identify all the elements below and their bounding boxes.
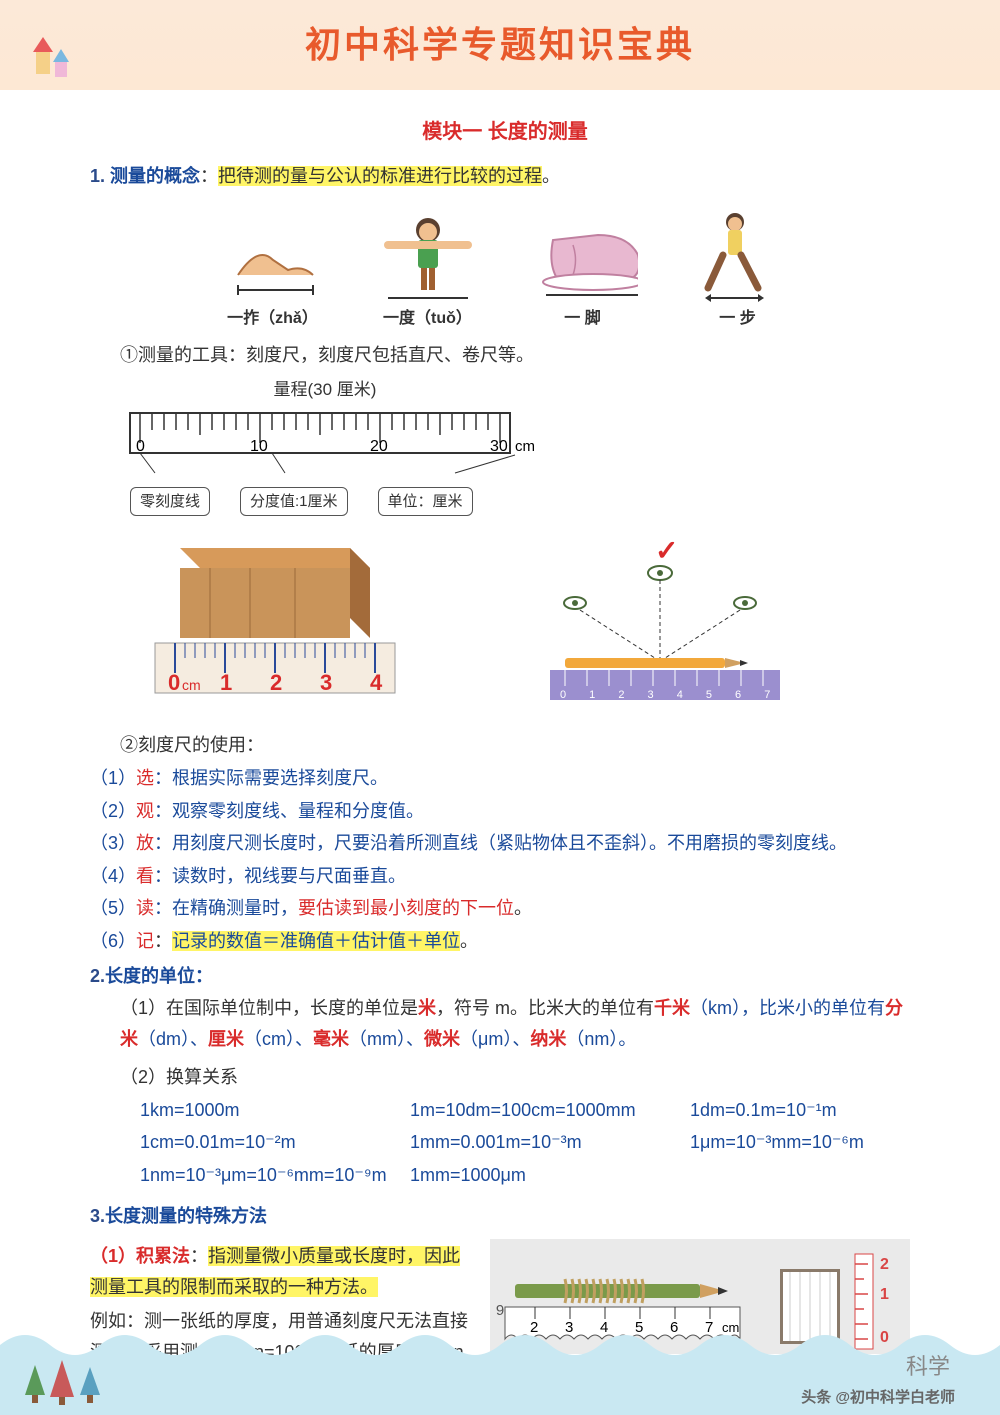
page-title: 初中科学专题知识宝典 [305,14,695,75]
s2-p1: （1）在国际单位制中，长度的单位是米，符号 m。比米大的单位有千米（km），比米… [90,993,920,1054]
svg-text:cm: cm [182,677,201,693]
unit-zha: 一拃（zhǎ） [218,210,328,332]
svg-text:20: 20 [370,438,388,455]
tool-line: ①测量的工具：刻度尺，刻度尺包括直尺、卷尺等。 [90,340,920,371]
s1-num: 1. [90,166,105,186]
content-area: 模块一 长度的测量 1. 测量的概念：把待测的量与公认的标准进行比较的过程。 一… [0,90,1000,1400]
watermark-author: 头条 @初中科学白老师 [801,1385,955,1411]
svg-text:✓: ✓ [655,538,678,566]
body-units-row: 一拃（zhǎ） 一度（tuǒ） 一 脚 一 步 [90,210,920,332]
eye-reading-icon: ✓ 0 1 2 3 4 5 6 7 8 9 [520,538,800,708]
usage-1: （1）选：根据实际需要选择刻度尺。 [90,763,920,794]
unit-bu: 一 步 [683,210,793,332]
box-on-ruler-icon: 0 cm 1 2 3 4 [150,538,400,703]
callout-unit: 单位：厘米 [378,487,473,517]
unit-zha-label: 一拃（zhǎ） [218,305,328,332]
conv-r2: 1cm=0.01m=10⁻²m1mm=0.001m=10⁻³m1μm=10⁻³m… [140,1127,920,1158]
s2-p2: （2）换算关系 [90,1062,920,1093]
house-decor-icon [18,17,78,87]
section-2: 2.长度的单位： [90,961,920,992]
page-header: 初中科学专题知识宝典 [0,0,1000,90]
tree-decor-icon [20,1355,110,1410]
ruler-diagram: 量程(30 厘米) 0 10 20 30 cm 零刻度线 分度值:1厘米 单位：… [120,376,920,516]
s1-def: 把待测的量与公认的标准进行比较的过程 [218,166,542,186]
svg-text:2: 2 [880,1256,889,1273]
svg-text:0: 0 [136,438,145,455]
section-1: 1. 测量的概念：把待测的量与公认的标准进行比较的过程。 [90,161,920,192]
watermark-text: 科学 [906,1348,950,1385]
svg-text:4: 4 [370,670,383,695]
unit-jiao: 一 脚 [528,210,638,332]
svg-text:30: 30 [490,438,508,455]
unit-jiao-label: 一 脚 [528,305,638,332]
svg-text:2: 2 [270,670,282,695]
svg-text:1: 1 [220,670,232,695]
unit-bu-label: 一 步 [683,305,793,332]
svg-text:0 1 2 3 4 5 6 7 8 9: 0 1 2 3 4 5 6 7 8 9 [560,689,800,701]
module-title: 模块一 长度的测量 [90,115,920,149]
svg-text:3: 3 [320,670,332,695]
svg-text:10: 10 [250,438,268,455]
callout-div: 分度值:1厘米 [240,487,348,517]
usage-title: ②刻度尺的使用： [90,730,920,761]
s1-label: 测量的概念 [110,166,200,186]
section-3: 3.长度测量的特殊方法 [90,1201,920,1232]
svg-text:cm: cm [515,438,535,455]
conv-r1: 1km=1000m1m=10dm=100cm=1000mm1dm=0.1m=10… [140,1095,920,1126]
unit-tuo-label: 一度（tuǒ） [373,305,483,332]
usage-3: （3）放：用刻度尺测长度时，尺要沿着所测直线（紧贴物体且不歪斜）。不用磨损的零刻… [90,828,920,859]
svg-text:0: 0 [168,670,180,695]
measure-figures: 0 cm 1 2 3 4 ✓ 0 1 2 3 4 5 6 7 8 9 [150,538,920,708]
callout-zero: 零刻度线 [130,487,210,517]
conv-r3: 1nm=10⁻³μm=10⁻⁶mm=10⁻⁹m1mm=1000μm [140,1160,920,1191]
usage-4: （4）看：读数时，视线要与尺面垂直。 [90,861,920,892]
unit-tuo: 一度（tuǒ） [373,210,483,332]
ruler-range: 量程(30 厘米) [120,376,530,405]
usage-5: （5）读：在精确测量时，要估读到最小刻度的下一位。 [90,893,920,924]
usage-6: （6）记：记录的数值＝准确值＋估计值＋单位。 [90,926,920,957]
usage-2: （2）观：观察零刻度线、量程和分度值。 [90,796,920,827]
